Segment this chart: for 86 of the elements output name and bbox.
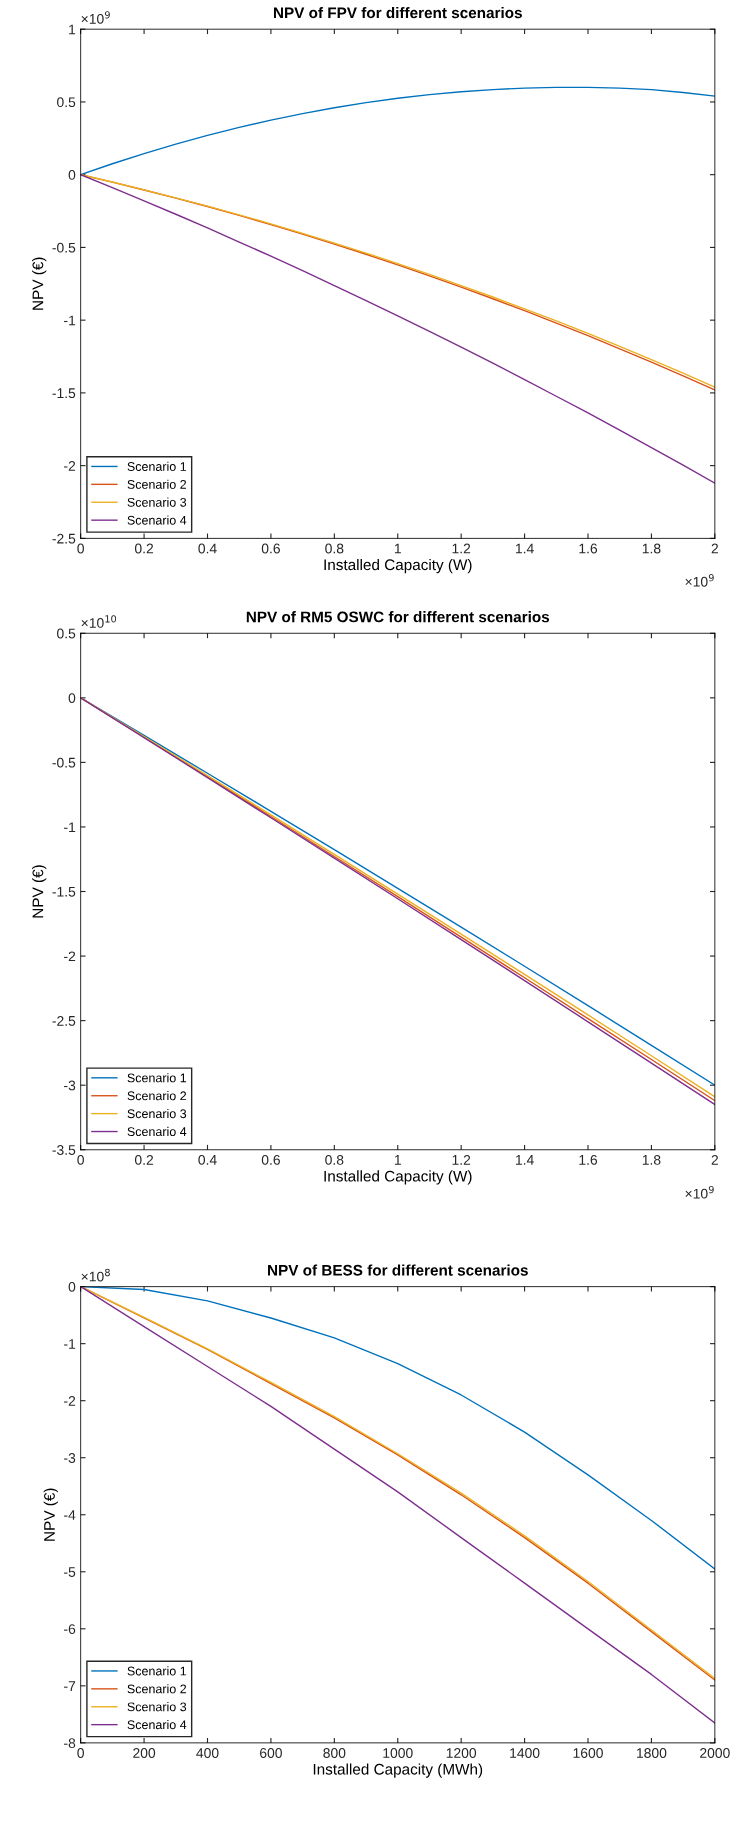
x-tick-label: 2 <box>711 543 719 554</box>
y-tick-label: -2 <box>64 460 76 471</box>
text: ×10$^{9}$ <box>685 1185 714 1199</box>
y-tick-label: -2.5 <box>52 533 76 544</box>
x-tick-label: 0.6 <box>261 1154 280 1165</box>
x-tick-label: 0.4 <box>198 543 217 554</box>
legend-label: Scenario 3 <box>127 1108 187 1119</box>
x-tick-label: 1600 <box>573 1748 603 1758</box>
x-tick-label: 1.8 <box>642 543 661 554</box>
x-tick-label: 0.8 <box>325 1154 344 1165</box>
legend-label: Scenario 4 <box>127 1126 187 1137</box>
x-tick-label: 1.4 <box>515 543 534 554</box>
x-tick-label: 1.8 <box>642 1154 661 1165</box>
y-tick-label: 0 <box>68 170 76 180</box>
x-tick-label: 1800 <box>637 1748 667 1758</box>
y-tick-label: -2 <box>64 1396 76 1406</box>
y-tick-label: 0 <box>68 1281 76 1292</box>
x-axis-title: Installed Capacity (MWh) <box>313 1763 483 1778</box>
y-tick-label: -3.5 <box>52 1145 76 1155</box>
x-tick-label: 1.2 <box>452 1154 471 1165</box>
x-axis-title: Installed Capacity (W) <box>324 1170 472 1185</box>
x-tick-label: 2 <box>711 1154 719 1165</box>
x-tick-label: 0 <box>77 1748 84 1758</box>
line-series <box>80 86 715 176</box>
x-tick-label: 1.6 <box>579 543 598 554</box>
y-tick-label: -5 <box>64 1567 76 1577</box>
x-tick-label: 0.6 <box>261 543 280 554</box>
chart-title: NPV of RM5 OSWC for different scenarios <box>246 611 550 623</box>
y-tick-label: -1 <box>64 1339 76 1349</box>
x-tick-label: 0 <box>77 543 84 554</box>
y-tick-label: -1 <box>64 822 76 832</box>
y-tick-label: -1.5 <box>52 886 76 897</box>
text: ×10$^{8}$ <box>81 1268 110 1282</box>
x-tick-label: 1 <box>394 543 401 554</box>
x-tick-label: 1.2 <box>452 543 471 554</box>
legend-label: Scenario 3 <box>127 1702 187 1712</box>
legend-label: Scenario 1 <box>127 1666 187 1676</box>
x-tick-label: 1400 <box>510 1748 540 1758</box>
x-tick-label: 1.4 <box>515 1155 534 1165</box>
y-axis-title: NPV (€) <box>32 865 47 918</box>
x-tick-label: 0 <box>77 1154 84 1165</box>
x-tick-label: 200 <box>133 1748 156 1758</box>
y-tick-label: -4 <box>64 1510 76 1520</box>
legend-label: Scenario 2 <box>127 1091 187 1101</box>
legend-label: Scenario 2 <box>127 1684 187 1694</box>
y-tick-label: 0.5 <box>57 628 76 639</box>
y-tick-label: -0.5 <box>52 242 76 253</box>
legend-label: Scenario 1 <box>127 1073 187 1083</box>
text: ×10$^{9}$ <box>685 573 714 587</box>
x-tick-label: 1 <box>394 1155 401 1165</box>
legend-label: Scenario 2 <box>127 479 187 489</box>
y-tick-label: -1 <box>64 315 76 326</box>
y-tick-label: -2 <box>64 951 76 962</box>
x-tick-label: 400 <box>196 1748 219 1758</box>
chart-title: NPV of BESS for different scenarios <box>268 1264 528 1276</box>
y-axis-title: NPV (€) <box>43 1488 58 1541</box>
y-tick-label: -3 <box>64 1080 76 1091</box>
y-tick-label: -3 <box>64 1453 76 1463</box>
y-tick-label: 0.5 <box>57 97 76 108</box>
x-tick-label: 0.8 <box>325 543 344 554</box>
y-axis-title: NPV (€) <box>32 257 47 310</box>
text: ×10$^{10}$ <box>81 615 117 628</box>
y-tick-label: -0.5 <box>52 757 76 768</box>
x-tick-label: 0.2 <box>134 1154 154 1165</box>
y-tick-label: -7 <box>64 1681 76 1691</box>
text: ×10$^{9}$ <box>81 11 110 24</box>
x-tick-label: 800 <box>323 1748 346 1758</box>
x-tick-label: 600 <box>260 1748 282 1758</box>
y-tick-label: -8 <box>64 1738 76 1749</box>
legend-label: Scenario 1 <box>127 461 187 471</box>
x-tick-label: 0.4 <box>198 1154 217 1165</box>
legend-label: Scenario 4 <box>127 1719 187 1730</box>
y-tick-label: 1 <box>69 24 76 35</box>
x-axis-title: Installed Capacity (W) <box>324 558 472 574</box>
x-tick-label: 2000 <box>700 1748 730 1758</box>
x-tick-label: 0.2 <box>134 543 154 554</box>
y-tick-label: -6 <box>64 1624 76 1634</box>
x-tick-label: 1200 <box>446 1748 477 1758</box>
legend-label: Scenario 4 <box>127 515 187 525</box>
legend-label: Scenario 3 <box>127 497 187 507</box>
y-tick-label: 0 <box>68 693 76 703</box>
x-tick-label: 1.6 <box>579 1154 598 1165</box>
x-tick-label: 1000 <box>383 1748 413 1758</box>
chart-title: NPV of FPV for different scenarios <box>273 7 522 19</box>
y-tick-label: -2.5 <box>52 1015 76 1026</box>
y-tick-label: -1.5 <box>52 388 76 399</box>
